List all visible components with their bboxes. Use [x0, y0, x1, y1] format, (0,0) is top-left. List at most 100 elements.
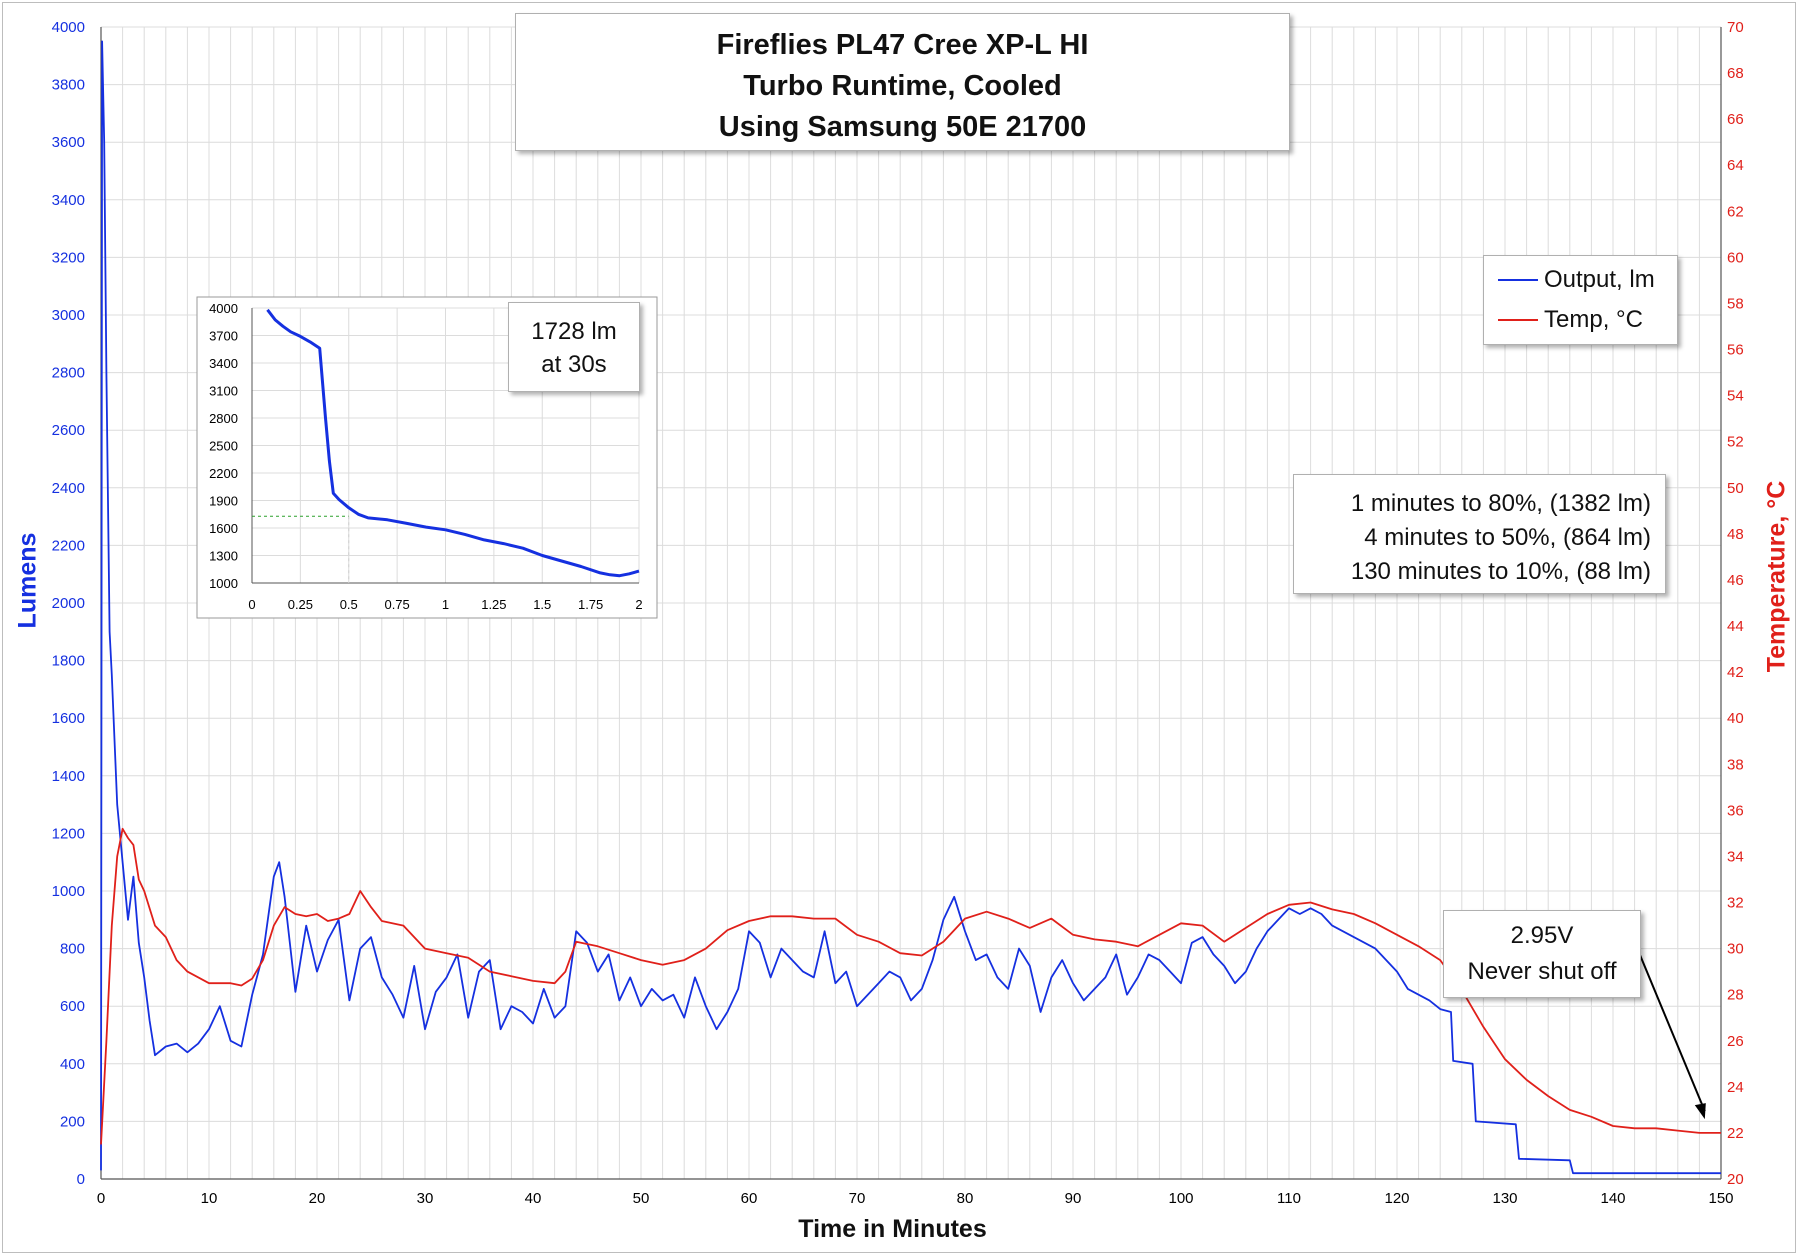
- inset-y-tick-label: 1000: [209, 576, 238, 591]
- x-tick-label: 80: [957, 1190, 974, 1207]
- y-tick-label-right: 70: [1727, 19, 1744, 36]
- y-tick-label-left: 1800: [52, 653, 85, 670]
- y-tick-label-left: 3600: [52, 134, 85, 151]
- x-tick-label: 20: [309, 1190, 326, 1207]
- y-tick-label-right: 52: [1727, 434, 1744, 451]
- y-axis-title-left: Lumens: [13, 532, 42, 629]
- y-tick-label-right: 32: [1727, 895, 1744, 912]
- y-tick-label-left: 1600: [52, 710, 85, 727]
- annotation-arrow-line: [1639, 954, 1706, 1112]
- y-tick-label-right: 58: [1727, 295, 1744, 312]
- inset-label-box: 1728 lm at 30s: [508, 302, 640, 392]
- y-tick-label-right: 50: [1727, 480, 1744, 497]
- y-tick-label-left: 0: [77, 1171, 85, 1188]
- legend-swatch-temp: [1498, 319, 1538, 321]
- inset-x-tick-label: 1.75: [578, 597, 603, 612]
- x-tick-label: 90: [1065, 1190, 1082, 1207]
- y-tick-label-right: 60: [1727, 249, 1744, 266]
- annotation-line-1: 2.95V: [1510, 922, 1574, 949]
- y-tick-label-right: 42: [1727, 664, 1744, 681]
- y-tick-label-left: 2000: [52, 595, 85, 612]
- y-tick-label-right: 64: [1727, 157, 1744, 174]
- inset-y-tick-label: 1600: [209, 521, 238, 536]
- inset-x-tick-label: 0: [248, 597, 255, 612]
- stats-line-3: 130 minutes to 10%, (88 lm): [1350, 558, 1651, 585]
- inset-y-tick-label: 3100: [209, 384, 238, 399]
- legend-label-temp: Temp, °C: [1544, 306, 1643, 333]
- y-tick-label-right: 28: [1727, 987, 1744, 1004]
- y-tick-label-right: 30: [1727, 941, 1744, 958]
- y-tick-label-left: 3800: [52, 77, 85, 94]
- inset-x-tick-label: 1.5: [533, 597, 551, 612]
- x-tick-label: 60: [741, 1190, 758, 1207]
- y-axis-title-right: Temperature, °C: [1762, 480, 1791, 673]
- y-tick-label-right: 40: [1727, 710, 1744, 727]
- legend: Output, lm Temp, °C: [1483, 255, 1678, 345]
- y-tick-label-left: 200: [60, 1113, 85, 1130]
- y-tick-label-left: 400: [60, 1056, 85, 1073]
- annotation-box: 2.95V Never shut off: [1443, 910, 1641, 998]
- series-line-temp: [100, 827, 1721, 1145]
- y-tick-label-left: 600: [60, 998, 85, 1015]
- annotation-arrow-head: [1694, 1103, 1706, 1120]
- legend-item-temp: Temp, °C: [1498, 306, 1643, 334]
- title-line-3: Using Samsung 50E 21700: [718, 111, 1087, 143]
- x-tick-label: 30: [417, 1190, 434, 1207]
- legend-swatch-output: [1498, 279, 1538, 281]
- y-tick-label-right: 48: [1727, 526, 1744, 543]
- y-tick-label-left: 2200: [52, 537, 85, 554]
- y-tick-label-left: 3200: [52, 249, 85, 266]
- inset-y-tick-label: 2800: [209, 411, 238, 426]
- y-tick-label-right: 20: [1727, 1171, 1744, 1188]
- inset-y-tick-label: 1900: [209, 494, 238, 509]
- inset-x-tick-label: 0.5: [340, 597, 358, 612]
- x-axis-title: Time in Minutes: [798, 1215, 987, 1243]
- series-line-output: [100, 40, 1721, 1175]
- inset-y-tick-label: 2200: [209, 466, 238, 481]
- y-tick-label-right: 38: [1727, 756, 1744, 773]
- y-tick-label-right: 34: [1727, 848, 1744, 865]
- y-tick-label-right: 54: [1727, 388, 1744, 405]
- x-tick-label: 110: [1277, 1190, 1301, 1207]
- y-tick-label-left: 3000: [52, 307, 85, 324]
- inset-y-tick-label: 1300: [209, 549, 238, 564]
- x-tick-label: 130: [1492, 1190, 1517, 1207]
- y-tick-label-right: 24: [1727, 1079, 1744, 1096]
- inset-y-tick-label: 3700: [209, 329, 238, 344]
- x-tick-label: 120: [1384, 1190, 1409, 1207]
- y-tick-label-right: 62: [1727, 203, 1744, 220]
- y-tick-label-right: 56: [1727, 342, 1744, 359]
- x-tick-label: 70: [849, 1190, 866, 1207]
- stats-line-2: 4 minutes to 50%, (864 lm): [1364, 524, 1651, 551]
- y-tick-label-right: 66: [1727, 111, 1744, 128]
- chart-title-box: Fireflies PL47 Cree XP-L HI Turbo Runtim…: [515, 13, 1290, 151]
- y-tick-label-right: 68: [1727, 65, 1744, 82]
- y-tick-label-right: 26: [1727, 1033, 1744, 1050]
- legend-item-output: Output, lm: [1498, 266, 1655, 294]
- inset-x-tick-label: 0.75: [384, 597, 409, 612]
- x-tick-label: 50: [633, 1190, 650, 1207]
- y-tick-label-right: 36: [1727, 802, 1744, 819]
- inset-y-tick-label: 4000: [209, 301, 238, 316]
- y-tick-label-right: 44: [1727, 618, 1744, 635]
- inset-label-line-2: at 30s: [541, 351, 607, 378]
- legend-label-output: Output, lm: [1544, 266, 1655, 293]
- inset-y-tick-label: 2500: [209, 439, 238, 454]
- y-tick-label-left: 1000: [52, 883, 85, 900]
- y-tick-label-left: 4000: [52, 19, 85, 36]
- inset-x-tick-label: 1: [442, 597, 449, 612]
- x-tick-label: 100: [1168, 1190, 1193, 1207]
- y-tick-label-left: 1200: [52, 825, 85, 842]
- inset-x-tick-label: 0.25: [288, 597, 313, 612]
- annotation-line-2: Never shut off: [1467, 958, 1617, 985]
- title-line-1: Fireflies PL47 Cree XP-L HI: [716, 29, 1089, 61]
- y-tick-label-left: 2400: [52, 480, 85, 497]
- inset-x-tick-label: 1.25: [481, 597, 506, 612]
- y-tick-label-right: 22: [1727, 1125, 1744, 1142]
- x-tick-label: 10: [201, 1190, 218, 1207]
- y-tick-label-left: 3400: [52, 192, 85, 209]
- y-tick-label-left: 1400: [52, 768, 85, 785]
- inset-x-tick-label: 2: [635, 597, 642, 612]
- x-tick-label: 150: [1708, 1190, 1733, 1207]
